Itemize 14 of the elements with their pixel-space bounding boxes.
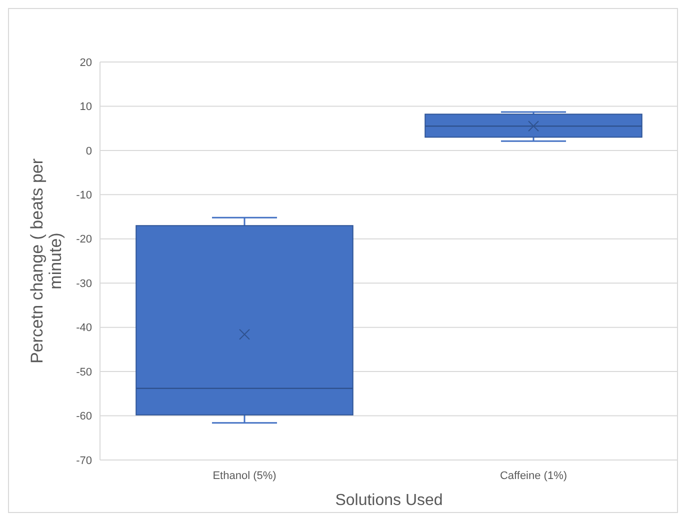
y-tick-label: -10 xyxy=(76,190,92,202)
x-tick-label: Ethanol (5%) xyxy=(212,470,276,482)
y-tick-label: -50 xyxy=(76,366,92,378)
y-axis-title: Percetn change ( beats per minute) xyxy=(27,158,65,364)
y-tick-label: 10 xyxy=(80,101,92,114)
y-tick-label: -60 xyxy=(76,410,92,423)
y-tick-label: 20 xyxy=(80,56,92,69)
y-tick-label: 0 xyxy=(86,145,92,158)
y-tick-label: -40 xyxy=(76,322,92,334)
y-tick-label: -20 xyxy=(76,234,92,246)
y-tick-label: -70 xyxy=(76,454,92,467)
x-axis-title: Solutions Used xyxy=(335,492,443,509)
y-tick-label: -30 xyxy=(76,278,92,290)
x-tick-label: Caffeine (1%) xyxy=(500,470,568,482)
